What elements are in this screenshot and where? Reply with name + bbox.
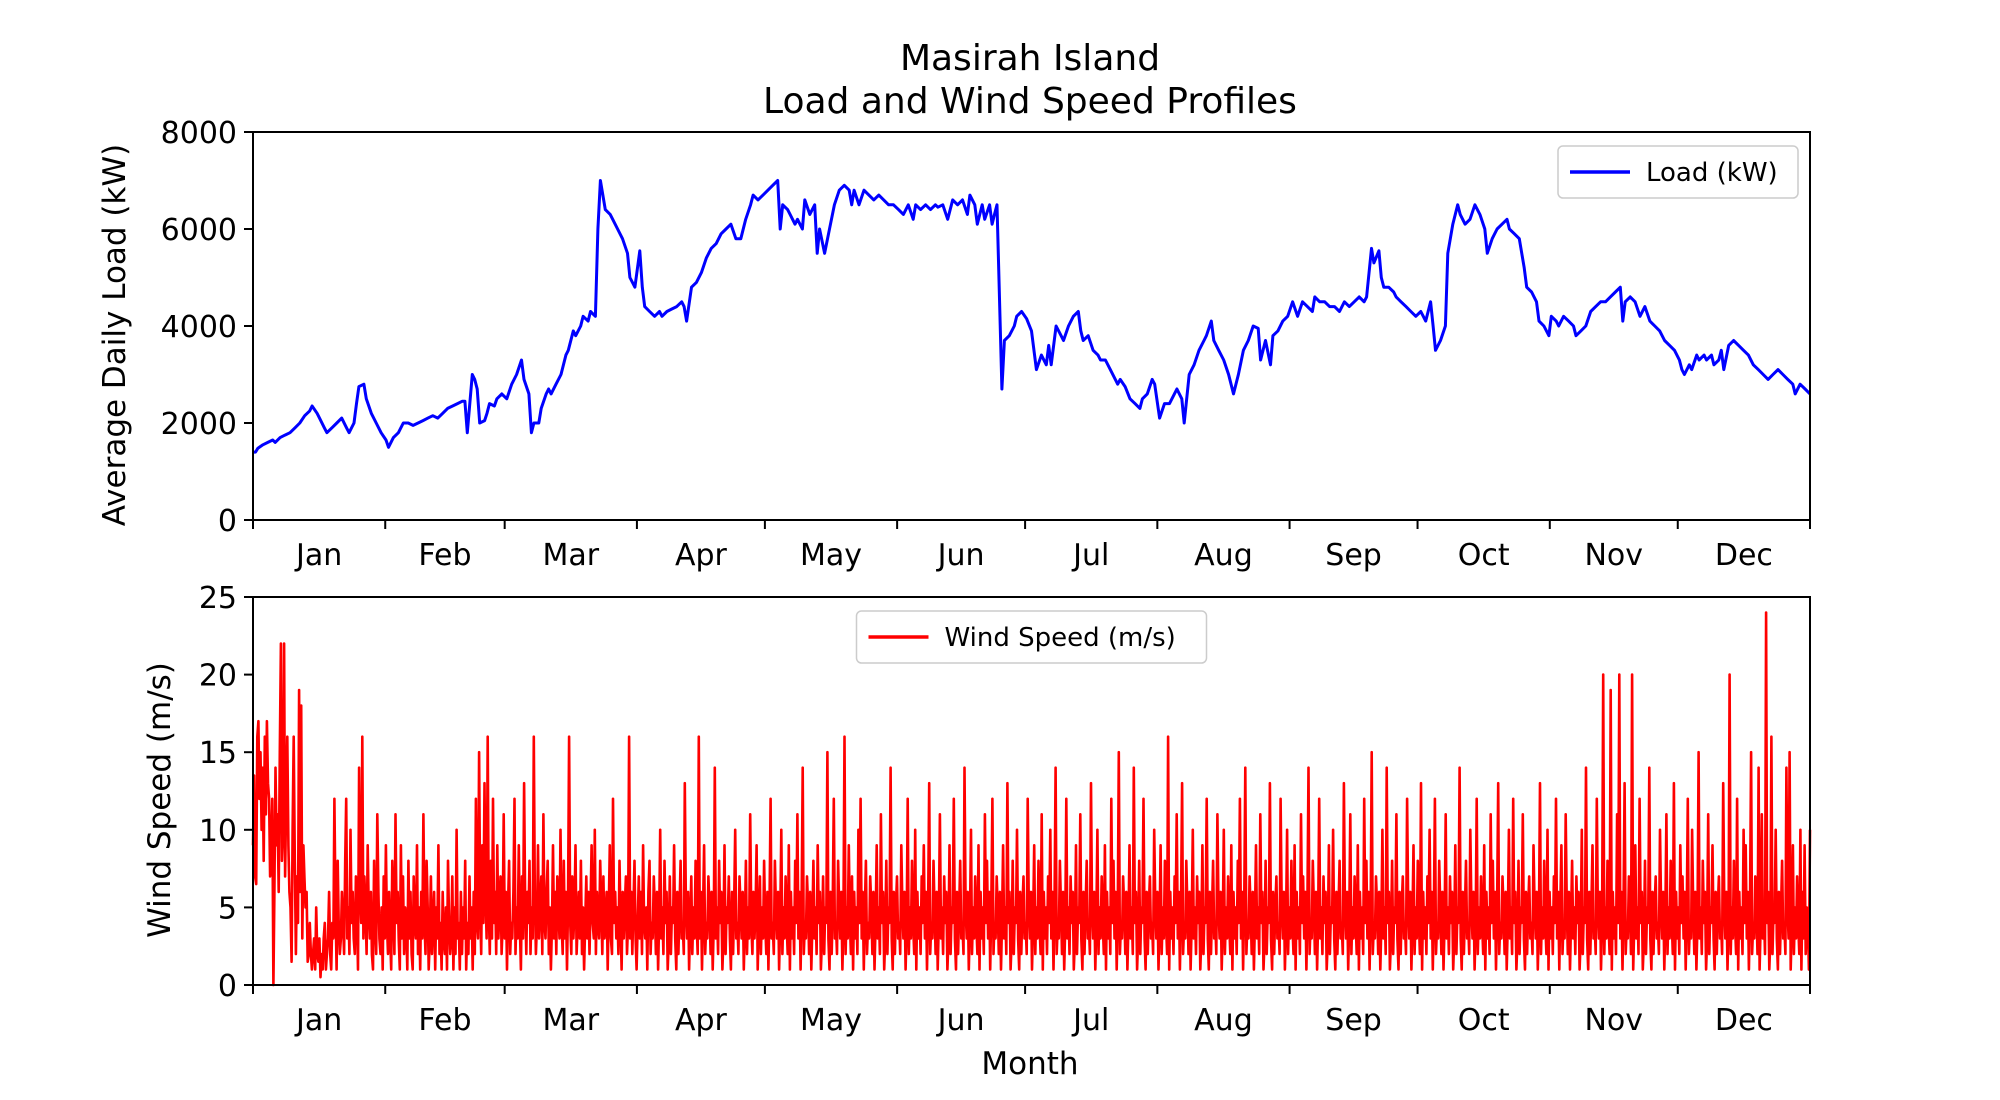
y-tick-label: 20: [199, 659, 237, 694]
x-tick-label-jun: Jun: [936, 1003, 985, 1038]
x-tick-label-sep: Sep: [1325, 538, 1382, 573]
legend-label: Load (kW): [1646, 158, 1778, 188]
x-tick-label-mar: Mar: [542, 1003, 599, 1038]
x-tick-label-apr: Apr: [675, 538, 728, 573]
x-axis-label: Month: [981, 1046, 1078, 1082]
x-tick-label-may: May: [800, 1003, 862, 1038]
y-tick-label: 15: [199, 736, 237, 771]
y-tick-label: 0: [218, 504, 237, 539]
x-tick-label-sep: Sep: [1325, 1003, 1382, 1038]
x-tick-label-nov: Nov: [1584, 538, 1643, 573]
y-tick-label: 4000: [161, 310, 237, 345]
chart-title-line-1: Masirah Island: [900, 38, 1160, 79]
y-tick-label: 2000: [161, 407, 237, 442]
load-y-axis-label: Average Daily Load (kW): [97, 144, 133, 526]
x-tick-label-dec: Dec: [1715, 538, 1773, 573]
x-tick-label-feb: Feb: [418, 538, 471, 573]
x-tick-label-jan: Jan: [294, 538, 342, 573]
wind-series-line: [251, 611, 1812, 987]
x-tick-label-apr: Apr: [675, 1003, 728, 1038]
x-tick-label-aug: Aug: [1194, 1003, 1253, 1038]
load-legend: Load (kW): [1557, 145, 1799, 199]
x-tick-label-oct: Oct: [1458, 1003, 1510, 1038]
plot-frame: [252, 596, 1811, 986]
wind-y-axis-label: Wind Speed (m/s): [142, 662, 178, 938]
x-tick-label-oct: Oct: [1458, 538, 1510, 573]
x-tick-label-feb: Feb: [418, 1003, 471, 1038]
load-series-line: [253, 179, 1812, 454]
chart-title-line-2: Load and Wind Speed Profiles: [763, 81, 1297, 122]
x-tick-label-mar: Mar: [542, 538, 599, 573]
wind-legend: Wind Speed (m/s): [855, 610, 1208, 664]
y-tick-label: 6000: [161, 213, 237, 248]
y-tick-label: 10: [199, 814, 237, 849]
y-tick-label: 25: [199, 581, 237, 616]
x-tick-label-jul: Jul: [1071, 1003, 1109, 1038]
load-panel: 0 2000 4000 6000 8000 Jan Feb Mar Apr May Jun Jul Au…: [161, 116, 1812, 573]
x-tick-label-nov: Nov: [1584, 1003, 1643, 1038]
x-tick-label-may: May: [800, 538, 862, 573]
x-tick-label-jul: Jul: [1071, 538, 1109, 573]
legend-label: Wind Speed (m/s): [945, 623, 1176, 653]
wind-panel: 0 5 10 15 20 25 Jan Feb Mar Apr May Jun Jul Aug Sep Oct…: [199, 581, 1812, 1038]
x-tick-label-jun: Jun: [936, 538, 985, 573]
x-tick-label-aug: Aug: [1194, 538, 1253, 573]
x-tick-label-dec: Dec: [1715, 1003, 1773, 1038]
y-tick-label: 8000: [161, 116, 237, 151]
x-tick-label-jan: Jan: [294, 1003, 342, 1038]
y-tick-label: 0: [218, 969, 237, 1004]
y-tick-label: 5: [218, 891, 237, 926]
